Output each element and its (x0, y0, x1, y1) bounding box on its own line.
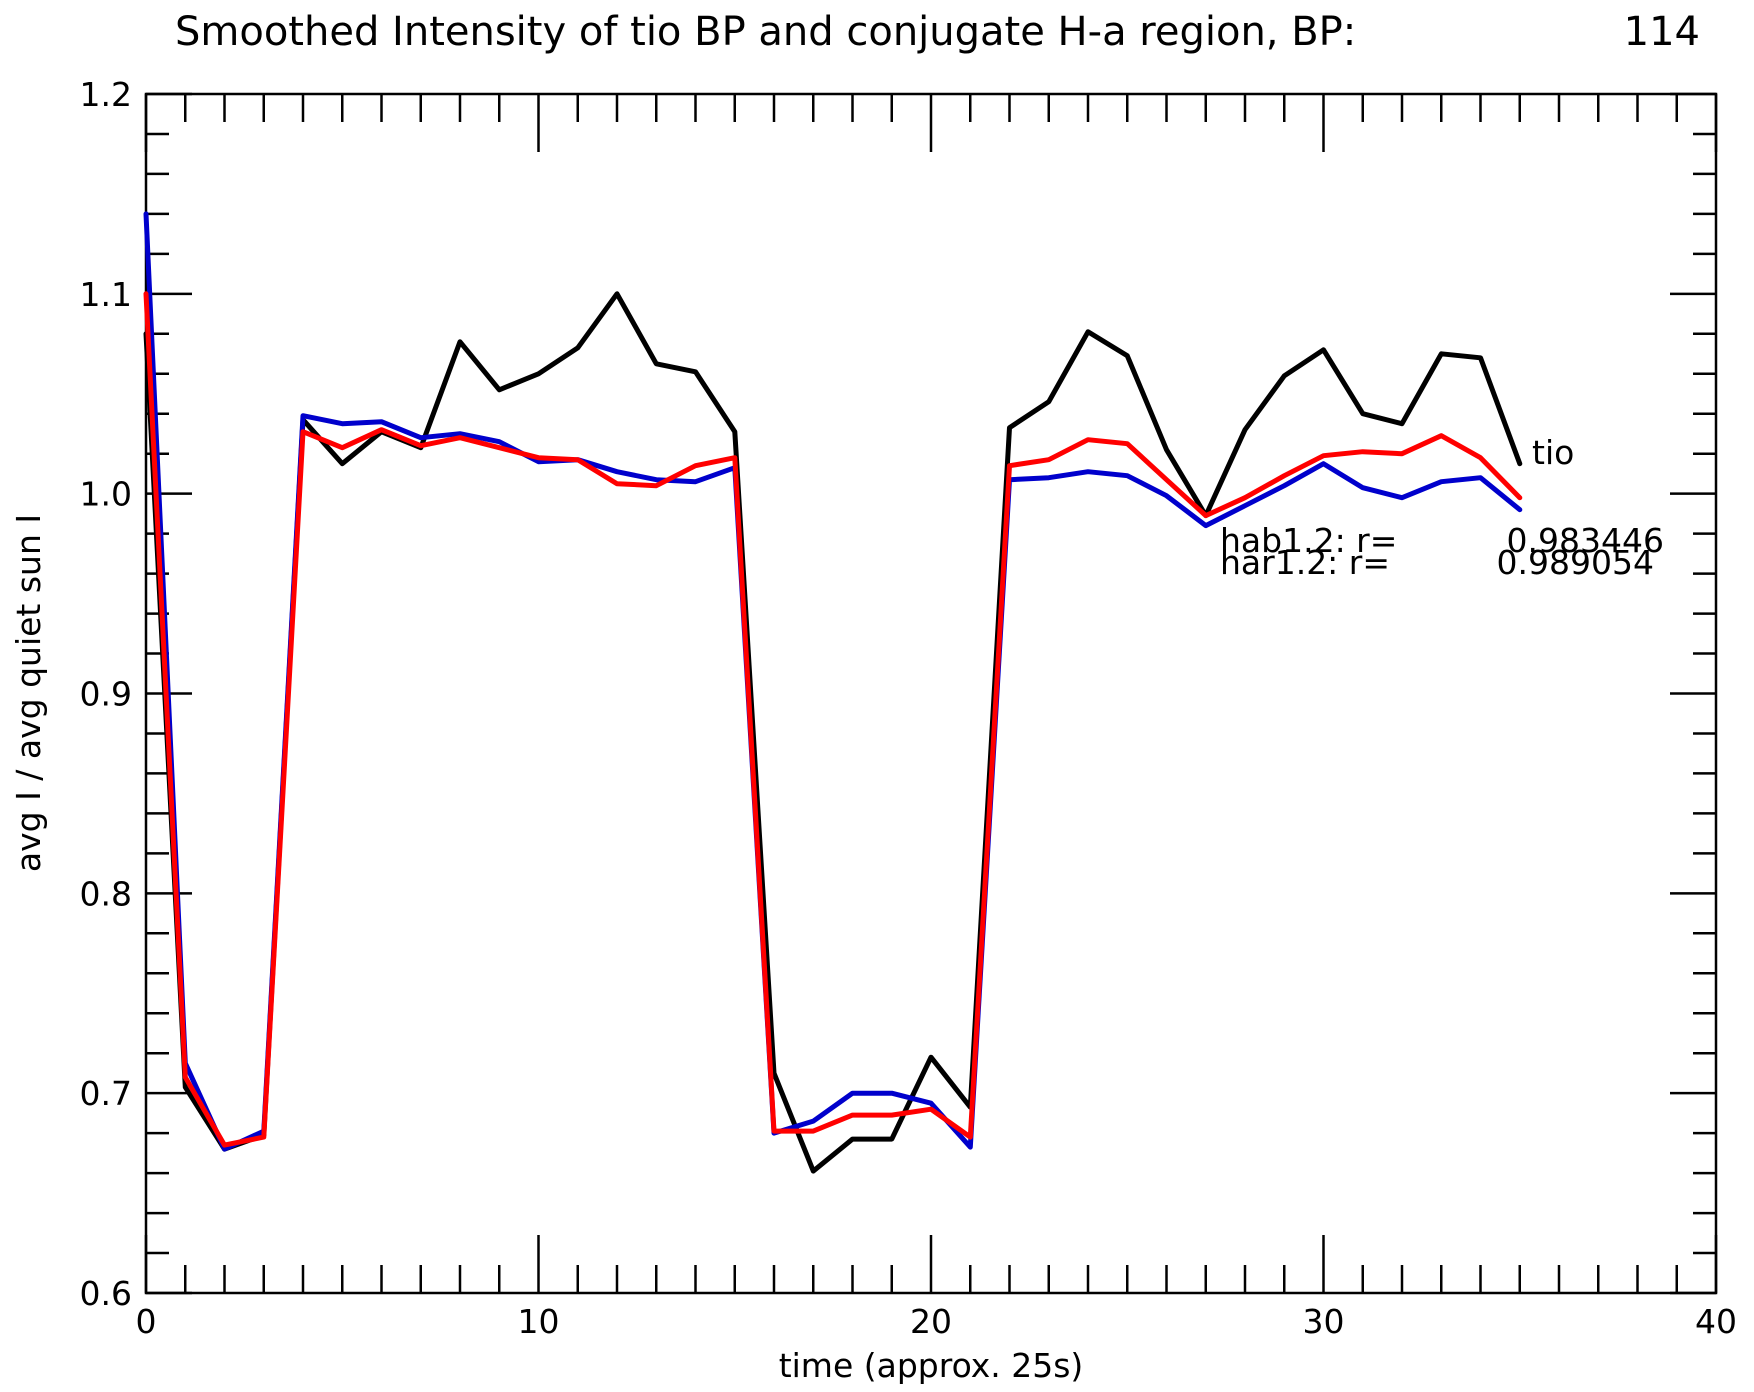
y-tick-label: 0.9 (80, 675, 132, 714)
y-tick-label: 0.7 (80, 1074, 132, 1113)
y-tick-labels: 0.6 0.7 0.8 0.9 1.0 1.1 1.2 (80, 75, 132, 1313)
series-line-black (143, 291, 1523, 1174)
x-axis-label: time (approx. 25s) (779, 1346, 1084, 1385)
y-tick-label: 0.8 (80, 874, 132, 913)
annotation-har-value: 0.989054 (1497, 543, 1654, 582)
y-tick-label: 1.1 (80, 275, 132, 314)
annotation-har-label: har1.2: r= (1220, 543, 1390, 582)
annotation-tio-label: tio (1532, 433, 1574, 472)
series-lines (143, 211, 1523, 1174)
x-tick-label: 30 (1303, 1302, 1345, 1341)
y-tick-label: 1.2 (80, 75, 132, 114)
x-tick-label: 20 (910, 1302, 952, 1341)
annotation-hab-value: 0.983446 (1507, 521, 1664, 560)
y-tick-label: 0.6 (80, 1274, 132, 1313)
x-tick-label: 0 (136, 1302, 157, 1341)
series-line-red (143, 291, 1523, 1148)
y-tick-label: 1.0 (80, 475, 132, 514)
x-tick-label: 10 (518, 1302, 560, 1341)
axis-ticks (144, 92, 1718, 1295)
x-tick-labels: 0 10 20 30 40 (136, 1302, 1738, 1341)
x-tick-label: 40 (1695, 1302, 1737, 1341)
chart-title: Smoothed Intensity of tio BP and conjuga… (175, 9, 1356, 55)
y-axis-label: avg I / avg quiet sun I (9, 514, 48, 872)
annotation-hab-label: hab1.2: r= (1220, 521, 1397, 560)
chart-title-bp-number: 114 (1624, 9, 1700, 55)
series-line-blue (143, 211, 1523, 1152)
plot-frame (144, 92, 1718, 1295)
